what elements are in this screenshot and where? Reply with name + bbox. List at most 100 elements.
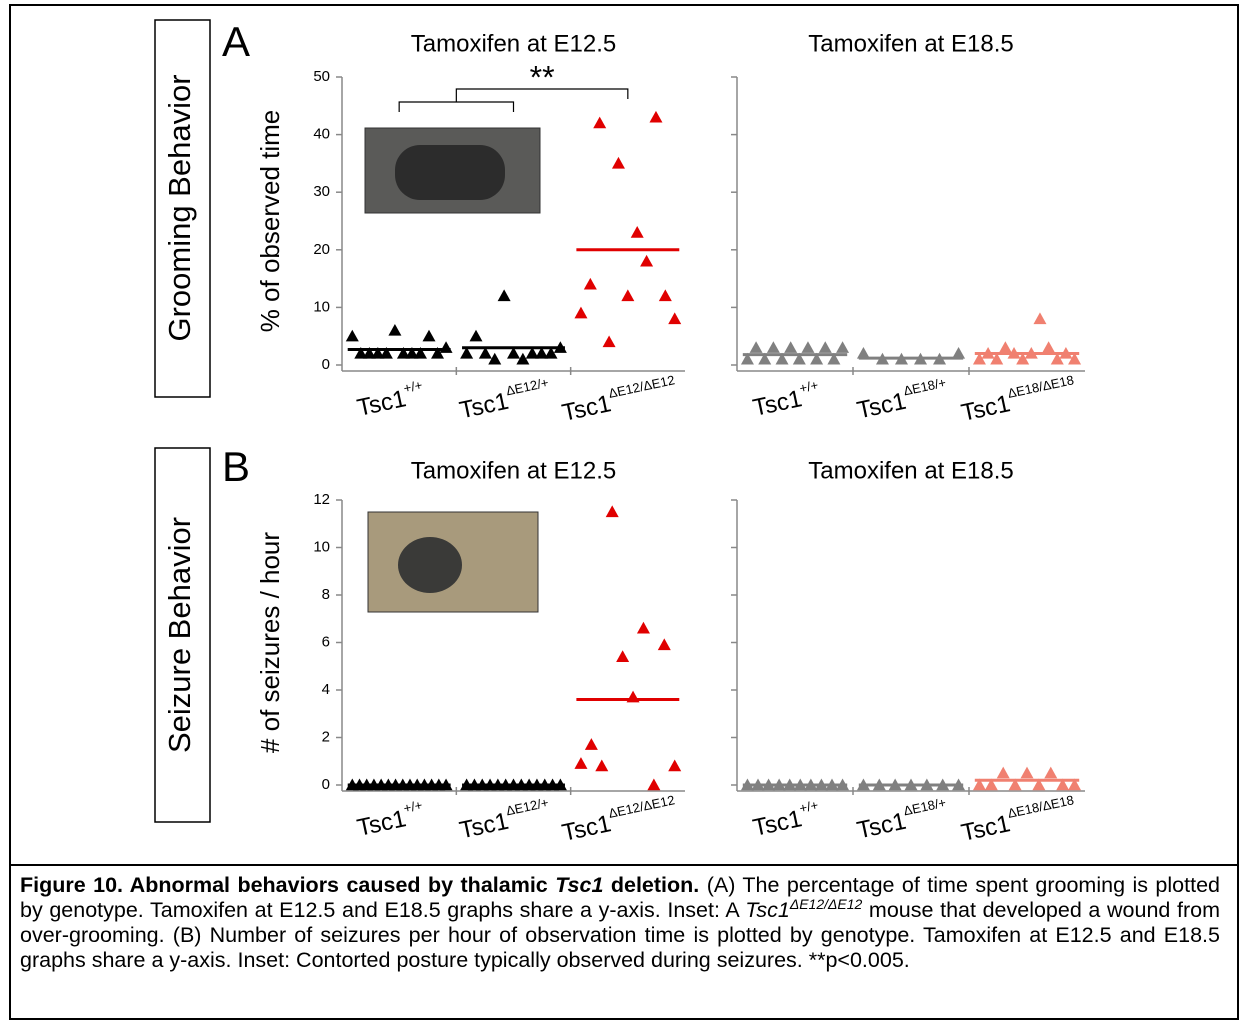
data-point [1032,778,1046,791]
data-point [371,346,385,359]
data-point [1050,352,1064,365]
data-point [998,341,1012,353]
data-point [516,352,530,365]
data-point [649,110,663,123]
data-point [602,335,616,348]
x-tick-label: Tsc1ΔE12/+ [456,795,553,844]
caption-text: ΔE12/ΔE12 [789,895,863,912]
row-label: Seizure Behavior [162,517,197,753]
category-superscript: ΔE12/+ [505,375,550,399]
x-tick-label: Tsc1+/+ [354,378,427,422]
category-superscript: +/+ [798,798,820,817]
data-point [345,329,359,342]
data-point [952,346,966,359]
data-point [636,621,650,634]
data-point [758,352,772,365]
inset-photo-mouse [395,145,505,200]
data-point [574,306,588,319]
category-superscript: ΔE12/+ [505,795,550,819]
y-tick-label: 8 [322,586,330,603]
category-name: Tsc1 [855,808,909,845]
data-point [431,346,445,359]
data-point [972,778,986,791]
x-tick-label: Tsc1ΔE12/ΔE12 [559,373,679,427]
caption-text: Tsc1 [745,898,790,922]
data-point [1068,352,1082,365]
data-point [478,346,492,359]
data-point [616,650,630,662]
data-point [584,738,598,750]
y-tick-label: 12 [313,491,330,508]
data-point [621,289,635,302]
x-tick-label: Tsc1ΔE18/+ [854,795,951,844]
data-point [640,254,654,267]
category-name: Tsc1 [751,805,805,842]
data-point [1016,352,1030,365]
data-point [1042,341,1056,353]
data-point [1068,778,1082,791]
data-point [784,341,798,353]
category-name: Tsc1 [457,388,511,425]
data-point [535,346,549,359]
category-superscript: ΔE12/ΔE12 [607,373,676,402]
category-name: Tsc1 [355,385,409,422]
significance-bracket [398,101,515,112]
data-point [740,352,754,365]
category-superscript: +/+ [402,798,424,817]
chart-title: Tamoxifen at E18.5 [808,457,1013,484]
x-tick-label: Tsc1+/+ [354,798,427,842]
chart-title: Tamoxifen at E18.5 [808,30,1013,57]
data-point [1044,766,1058,779]
data-point [362,346,376,359]
x-tick-label: Tsc1ΔE18/ΔE18 [958,373,1078,427]
data-point [413,346,427,359]
x-tick-label: Tsc1ΔE12/ΔE12 [559,793,679,847]
data-point [984,778,998,791]
data-point [379,346,393,359]
category-superscript: ΔE18/ΔE18 [1006,793,1075,822]
category-superscript: +/+ [402,378,424,397]
significance-label: ** [530,59,555,95]
category-superscript: +/+ [798,378,820,397]
data-point [593,116,607,129]
category-superscript: ΔE18/+ [902,795,947,819]
caption-text: mouse that developed a wound from over-g… [20,898,1220,972]
y-tick-label: 0 [322,776,330,793]
data-point [668,759,682,772]
data-point [396,346,410,359]
y-tick-label: 0 [322,356,330,373]
category-name: Tsc1 [959,391,1013,428]
data-point [405,346,419,359]
significance-bracket [455,88,629,102]
data-point [1033,312,1047,325]
data-point [972,352,986,365]
category-name: Tsc1 [355,805,409,842]
data-point [605,505,619,518]
chart-title: Tamoxifen at E12.5 [411,30,616,57]
data-point [801,341,815,353]
data-point [469,329,483,342]
data-point [827,352,841,365]
panel-label: B [222,443,250,490]
data-point [836,341,850,353]
row-label-box [154,19,211,398]
inset-photo-mouse [398,537,462,593]
data-point [460,346,474,359]
data-point [630,226,644,238]
data-point [595,759,609,772]
data-point [775,352,789,365]
data-point [657,638,671,651]
data-point [583,277,597,290]
data-point [996,766,1010,779]
y-tick-label: 6 [322,633,330,650]
category-name: Tsc1 [457,808,511,845]
y-tick-label: 10 [313,538,330,555]
y-tick-label: 40 [313,126,330,143]
y-tick-label: 2 [322,728,330,745]
category-name: Tsc1 [959,811,1013,848]
data-point [488,352,502,365]
x-tick-label: Tsc1ΔE18/ΔE18 [958,793,1078,847]
caption-text: Tsc1 [555,873,604,897]
data-point [1020,766,1034,779]
